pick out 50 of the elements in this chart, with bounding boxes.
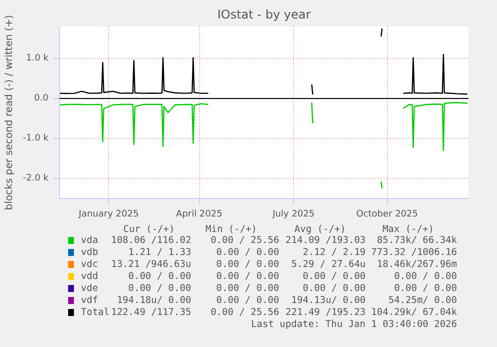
text: 214.09 /193.03	[286, 235, 366, 246]
text: Cur (-/+)	[123, 224, 175, 235]
legend-label: vde	[80, 283, 98, 294]
chart-title: IOstat - by year	[217, 8, 311, 22]
legend-label: vdb	[80, 247, 98, 258]
text: 0.00 / 0.00	[216, 271, 280, 282]
text: 5.29 / 27.64u	[291, 259, 366, 270]
x-tick-label: October 2025	[356, 210, 418, 220]
text: 0.00 / 0.00	[216, 295, 280, 306]
text: 0.00 / 0.00	[216, 283, 280, 294]
text: 0.00 / 0.00	[302, 283, 366, 294]
text: 0.00 / 25.56	[210, 307, 280, 318]
text: 0.00 / 25.56	[210, 235, 280, 246]
text: 0.00 / 0.00	[394, 271, 458, 282]
text: 194.13u/ 0.00	[291, 295, 366, 306]
text: 104.29k/ 67.04k	[371, 307, 458, 318]
x-tick-label: July 2025	[272, 210, 315, 220]
text: Min (-/+)	[206, 224, 258, 235]
text: 0.00 / 0.00	[128, 271, 192, 282]
text: 0.00 / 0.00	[394, 283, 458, 294]
x-tick-label: April 2025	[176, 210, 222, 220]
text: 2.12 / 2.19	[302, 247, 366, 258]
text: 85.73k/ 66.34k	[376, 235, 458, 246]
legend-label: vdf	[80, 295, 98, 306]
legend-label: vdc	[80, 259, 98, 270]
text: 1.21 / 1.33	[128, 247, 192, 258]
y-tick-label: 0.0	[34, 94, 49, 104]
y-tick-label: 1.0 k	[26, 54, 50, 64]
text: 0.00 / 0.00	[216, 247, 280, 258]
y-axis-title: blocks per second read (-) / written (+)	[4, 14, 15, 210]
text: 0.00 / 0.00	[128, 283, 192, 294]
text: 108.06 /116.02	[111, 235, 192, 246]
text: Last update: Thu Jan 1 03:40:00 2026	[251, 319, 458, 330]
text: Max (-/+)	[382, 224, 434, 235]
y-tick-label: -2.0 k	[22, 174, 50, 184]
text: 0.00 / 0.00	[302, 271, 366, 282]
text: 221.49 /195.23	[286, 307, 366, 318]
text: 773.32 /1006.16	[371, 247, 458, 258]
text: 194.18u/ 0.00	[116, 295, 192, 306]
legend-label: vda	[80, 235, 98, 246]
legend-label: Total	[80, 307, 110, 318]
text: Avg (-/+)	[294, 224, 346, 235]
x-tick-label: January 2025	[78, 210, 139, 220]
text: 13.21 /946.63u	[111, 259, 192, 270]
text: 18.46k/267.96m	[376, 259, 458, 270]
text: 122.49 /117.35	[111, 307, 192, 318]
text: 0.00 / 0.00	[216, 259, 280, 270]
text: 54.25m/ 0.00	[388, 295, 458, 306]
y-tick-label: -1.0 k	[22, 134, 50, 144]
legend-label: vdd	[80, 271, 98, 282]
